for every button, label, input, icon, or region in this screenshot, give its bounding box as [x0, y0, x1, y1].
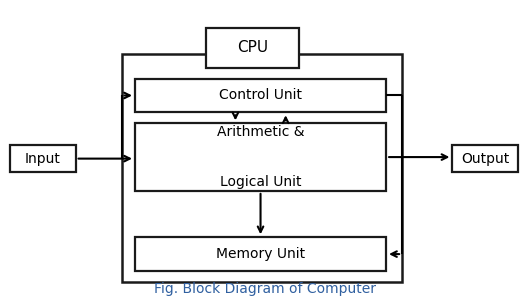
FancyBboxPatch shape: [135, 79, 386, 112]
Text: Fig. Block Diagram of Computer: Fig. Block Diagram of Computer: [153, 282, 376, 296]
Text: CPU: CPU: [237, 40, 268, 55]
FancyBboxPatch shape: [122, 54, 402, 282]
Text: Control Unit: Control Unit: [219, 88, 302, 103]
FancyBboxPatch shape: [452, 145, 518, 172]
FancyBboxPatch shape: [10, 145, 76, 172]
FancyBboxPatch shape: [135, 237, 386, 271]
Text: Memory Unit: Memory Unit: [216, 247, 305, 261]
FancyBboxPatch shape: [135, 123, 386, 191]
FancyBboxPatch shape: [206, 28, 299, 68]
Text: Output: Output: [461, 152, 509, 166]
Text: Arithmetic &

Logical Unit: Arithmetic & Logical Unit: [217, 125, 304, 189]
Text: Input: Input: [25, 152, 60, 166]
